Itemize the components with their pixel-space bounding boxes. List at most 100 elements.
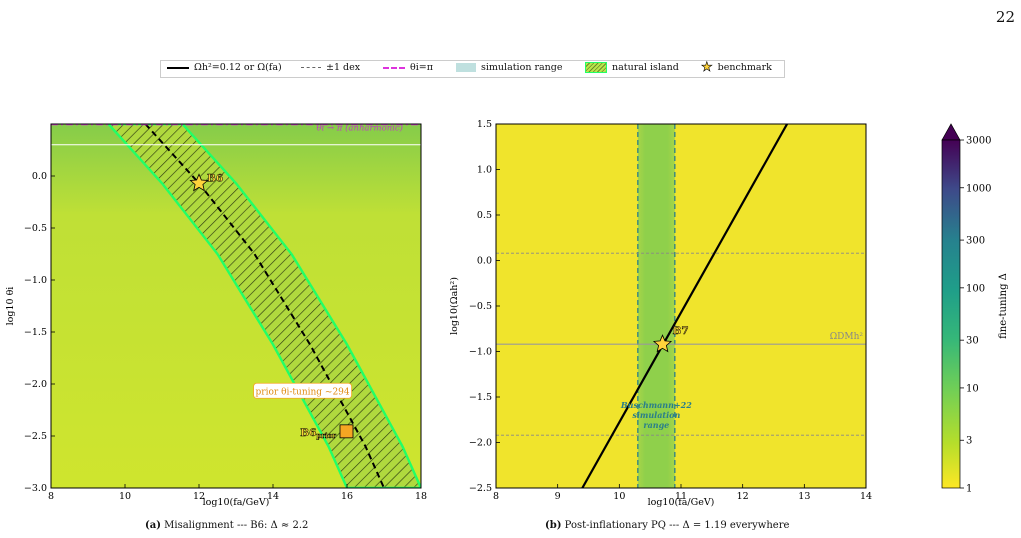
caption-a-text: Misalignment --- B6: Δ ≈ 2.2 <box>164 520 309 531</box>
y-tick-label: 0.5 <box>477 210 492 221</box>
y-tick-label: −1.5 <box>24 327 47 338</box>
annotation-box <box>253 382 353 399</box>
benchmark-label: B6prior <box>300 427 336 440</box>
relic-line <box>581 124 789 488</box>
panel-b-ylabel: log10(Ωah²) <box>449 277 460 335</box>
legend-swatch-dashdot-line <box>383 66 405 69</box>
y-tick-label: −0.5 <box>469 301 492 312</box>
caption-a-tag: (a) <box>145 520 161 531</box>
colorbar-ticks: 1 3 10 30 100 300 1000 3000 <box>960 136 991 495</box>
colorbar: 1 3 10 30 100 300 1000 3000 fine-tuning Δ <box>941 123 1009 495</box>
colorbar-tick-label: 3 <box>966 436 972 447</box>
x-tick-label: 12 <box>737 491 749 502</box>
colorbar-tick-label: 1 <box>966 484 972 495</box>
legend-item-theta-pi: θi=π <box>383 62 433 73</box>
colorbar-tick-label: 10 <box>966 383 979 394</box>
benchmark-label: B7 <box>673 325 689 337</box>
colorbar-extend-arrow <box>941 123 961 141</box>
y-tick-label: −2.5 <box>24 431 47 442</box>
colorbar-tick-label: 300 <box>966 236 985 247</box>
y-tick-label: −2.0 <box>469 438 492 449</box>
page-number: 22 <box>995 8 1015 26</box>
caption-a: (a) Misalignment --- B6: Δ ≈ 2.2 <box>145 520 308 531</box>
y-tick-label: 1.0 <box>477 165 492 176</box>
legend-label-relic: Ωh²=0.12 or Ω(fa) <box>194 62 282 73</box>
legend-item-island: natural island <box>585 62 679 73</box>
panel-a-y-axis: 0.0 −0.5 −1.0 −1.5 −2.0 −2.5 −3.0 <box>24 171 55 494</box>
x-tick-label: 13 <box>798 491 810 502</box>
y-tick-label: −0.5 <box>24 223 47 234</box>
relic-density-curve <box>144 124 385 488</box>
colorbar-label: fine-tuning Δ <box>998 273 1009 339</box>
legend-item-relic: Ωh²=0.12 or Ω(fa) <box>167 62 282 73</box>
panel-a-frame <box>50 123 422 489</box>
caption-b-text: Post-inflationary PQ --- Δ = 1.19 everyw… <box>564 520 790 531</box>
panel-a-benchmarks: B6 B6prior <box>189 172 354 440</box>
legend-swatch-hatch <box>585 62 607 73</box>
y-tick-label: −1.0 <box>469 347 492 358</box>
legend-star-icon: ★ <box>701 59 713 75</box>
colorbar-gradient <box>941 139 961 489</box>
colorbar-tick-label: 3000 <box>966 136 991 147</box>
x-tick-label: 10 <box>119 491 131 502</box>
panel-b-y-axis: 1.5 1.0 0.5 0.0 −0.5 −1.0 −1.5 −2.0 −2.5 <box>469 119 500 494</box>
panel-b-xlabel: log10(fa/GeV) <box>648 497 715 508</box>
benchmark-label: B6 <box>207 172 223 184</box>
x-tick-label: 9 <box>555 491 561 502</box>
colorbar-tick-label: 30 <box>966 336 979 347</box>
omega-dm-label: ΩDMh² <box>830 332 864 342</box>
y-tick-label: −2.0 <box>24 379 47 390</box>
caption-b-tag: (b) <box>545 520 562 531</box>
benchmark-label-sub: prior <box>316 431 336 440</box>
y-tick-label: −1.5 <box>469 392 492 403</box>
legend-label-dex: ±1 dex <box>326 62 361 73</box>
x-tick-label: 14 <box>267 491 279 502</box>
legend-label-island: natural island <box>612 62 679 73</box>
panel-b-x-axis: 8 9 10 11 12 13 14 <box>493 484 872 502</box>
panel-b-benchmarks: B7 <box>652 325 689 353</box>
x-tick-label: 12 <box>193 491 205 502</box>
benchmark-square-marker <box>339 424 354 439</box>
y-tick-label: 1.5 <box>477 119 492 130</box>
annotation-text: prior θi-tuning ~294 <box>256 387 350 397</box>
panel-a-xlabel: log10(fa/GeV) <box>203 497 270 508</box>
legend-item-benchmark: ★ benchmark <box>701 59 772 75</box>
panel-b-heatmap <box>496 124 866 488</box>
prior-tuning-annotation: prior θi-tuning ~294 <box>253 382 353 399</box>
legend-item-dex: ±1 dex <box>301 62 360 73</box>
benchmark-star-icon <box>652 334 673 353</box>
colorbar-tick-label: 100 <box>966 283 985 294</box>
panel-a-ylabel: log10 θi <box>5 287 16 326</box>
y-tick-label: −3.0 <box>24 483 47 494</box>
simulation-label-line: range <box>643 420 669 430</box>
x-tick-label: 18 <box>415 491 427 502</box>
x-tick-label: 14 <box>860 491 872 502</box>
figure-legend: Ωh²=0.12 or Ω(fa) ±1 dex θi=π simulation… <box>160 60 785 78</box>
legend-swatch-teal <box>456 63 476 72</box>
colorbar-tick-label: 1000 <box>966 183 991 194</box>
simulation-label-line: Buschmann+22 <box>620 400 692 410</box>
x-tick-label: 11 <box>675 491 687 502</box>
x-tick-label: 16 <box>341 491 353 502</box>
legend-swatch-solid-line <box>167 66 189 69</box>
x-tick-label: 10 <box>613 491 625 502</box>
panel-a: θi → π (anharmonic) 8 10 12 14 16 18 0.0 −0.5 −… <box>5 122 427 508</box>
legend-label-benchmark: benchmark <box>717 62 772 73</box>
y-tick-label: −1.0 <box>24 275 47 286</box>
theta-pi-label: θi → π (anharmonic) <box>316 122 403 133</box>
benchmark-star-icon <box>189 173 209 192</box>
simulation-label-line: simulation <box>632 410 680 420</box>
legend-label-sim-range: simulation range <box>481 62 563 73</box>
panel-a-x-axis: 8 10 12 14 16 18 <box>48 484 427 502</box>
y-tick-label: −2.5 <box>469 483 492 494</box>
caption-b: (b) Post-inflationary PQ --- Δ = 1.19 ev… <box>545 520 789 531</box>
simulation-range-band <box>637 124 675 488</box>
x-tick-label: 8 <box>48 491 54 502</box>
legend-swatch-dashed-line <box>301 67 321 68</box>
legend-item-sim-range: simulation range <box>456 62 562 73</box>
y-tick-label: 0.0 <box>477 256 492 267</box>
x-tick-label: 8 <box>493 491 499 502</box>
